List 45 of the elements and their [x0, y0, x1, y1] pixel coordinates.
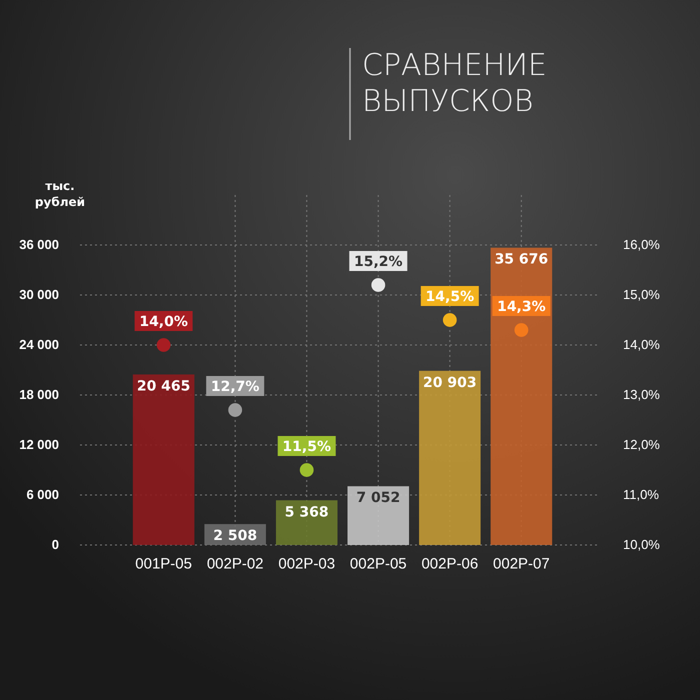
y2-tick-label: 16,0%	[623, 237, 660, 252]
y2-tick-label: 11,0%	[623, 487, 660, 502]
y-tick-label: 24 000	[19, 337, 59, 352]
data-label: 14,5%	[426, 289, 474, 305]
x-tick-label: 002P-05	[350, 556, 407, 573]
data-label: 20 903	[423, 374, 477, 391]
y-tick-label: 18 000	[19, 387, 59, 402]
data-label: 5 368	[284, 504, 329, 520]
y2-tick-label: 15,0%	[623, 287, 660, 302]
y2-tick-label: 14,0%	[623, 337, 660, 352]
data-label: 11,5%	[282, 439, 332, 455]
y2-tick-label: 10,0%	[623, 537, 660, 552]
data-label: 12,7%	[210, 379, 260, 395]
data-label: 2 508	[213, 528, 258, 544]
y-tick-label: 12 000	[19, 437, 59, 452]
data-label: 35 676	[494, 252, 548, 268]
data-label: 14,3%	[497, 299, 546, 315]
y-tick-label: 36 000	[19, 237, 59, 252]
point	[300, 463, 314, 477]
point	[442, 313, 457, 327]
x-tick-label: 002P-03	[278, 556, 336, 573]
x-tick-label: 002P-06	[421, 556, 478, 573]
data-label: 15,2%	[354, 254, 403, 270]
data-label: 7 052	[356, 490, 400, 506]
y-tick-label: 0	[52, 537, 59, 552]
y-axis-title: тыс. рублей	[34, 179, 86, 209]
y-tick-label: 30 000	[19, 287, 59, 302]
point	[156, 338, 171, 352]
data-label: 20 465	[136, 378, 190, 394]
point	[228, 403, 242, 417]
y-tick-label: 6 000	[26, 487, 59, 502]
y2-tick-label: 12,0%	[623, 437, 660, 452]
bar	[348, 486, 410, 545]
data-label: 14,0%	[139, 314, 188, 330]
x-tick-label: 001P-05	[135, 556, 192, 573]
x-tick-label: 002P-02	[206, 556, 264, 573]
bar	[132, 374, 194, 545]
point	[514, 323, 528, 337]
x-tick-label: 002P-07	[493, 556, 550, 573]
chart-title: СРАВНЕНИЕ ВЫПУСКОВ	[362, 48, 547, 119]
y2-tick-label: 13,0%	[623, 387, 660, 402]
bar	[490, 248, 552, 545]
bar	[276, 500, 338, 545]
bar	[419, 370, 481, 545]
point	[371, 278, 386, 292]
